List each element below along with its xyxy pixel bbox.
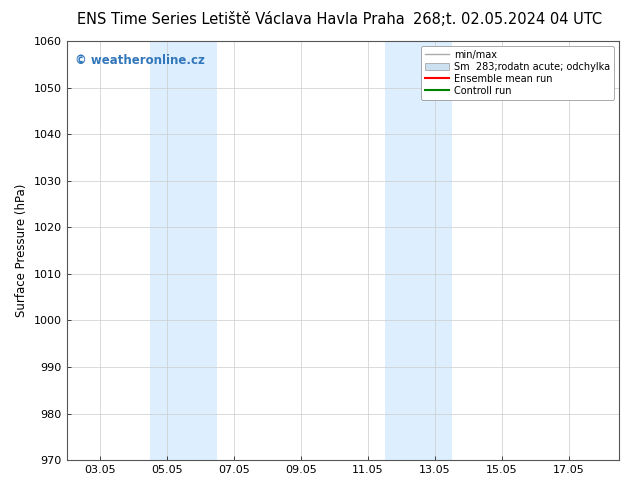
Text: © weatheronline.cz: © weatheronline.cz bbox=[75, 53, 205, 67]
Text: ENS Time Series Letiště Václava Havla Praha: ENS Time Series Letiště Václava Havla Pr… bbox=[77, 12, 404, 27]
Legend: min/max, Sm  283;rodatn acute; odchylka, Ensemble mean run, Controll run: min/max, Sm 283;rodatn acute; odchylka, … bbox=[421, 46, 614, 99]
Bar bbox=[385, 41, 451, 460]
Y-axis label: Surface Pressure (hPa): Surface Pressure (hPa) bbox=[15, 184, 28, 318]
Bar bbox=[150, 41, 217, 460]
Text: 268;t. 02.05.2024 04 UTC: 268;t. 02.05.2024 04 UTC bbox=[413, 12, 602, 27]
